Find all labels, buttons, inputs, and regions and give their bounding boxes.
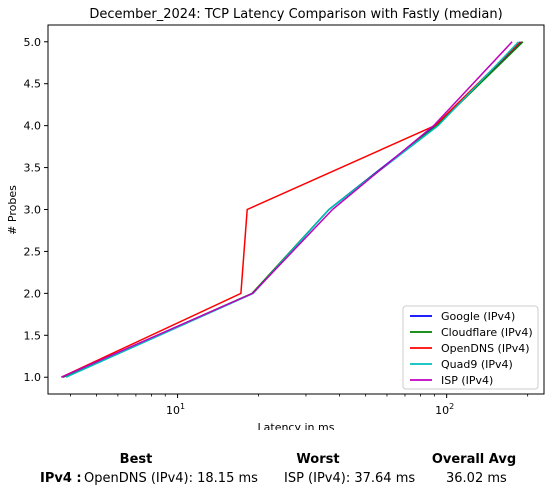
overall-avg-value: 36.02 ms xyxy=(446,471,507,486)
x-tick-label: 102 xyxy=(435,402,454,417)
series-line-quad9-ipv4 xyxy=(65,41,520,378)
x-axis-label: Latency in ms xyxy=(258,421,335,430)
y-tick-label: 1.0 xyxy=(24,371,42,384)
y-tick-label: 2.5 xyxy=(24,245,42,258)
header-worst: Worst xyxy=(296,452,340,467)
legend-box xyxy=(402,305,539,390)
y-tick-label: 5.0 xyxy=(24,36,42,49)
best-value: OpenDNS (IPv4): 18.15 ms xyxy=(84,471,258,486)
y-tick-label: 2.0 xyxy=(24,287,42,300)
series-lines xyxy=(61,41,524,378)
worst-value: ISP (IPv4): 37.64 ms xyxy=(284,471,416,486)
legend-entry: Google (IPv4) xyxy=(441,310,515,323)
header-overall-avg: Overall Avg xyxy=(431,452,517,467)
legend-entry: Cloudflare (IPv4) xyxy=(441,326,533,339)
legend-entry: Quad9 (IPv4) xyxy=(441,358,513,371)
series-line-opendns-ipv4 xyxy=(61,41,521,378)
row-label-ipv4: IPv4 : xyxy=(40,471,82,486)
legend-entry: OpenDNS (IPv4) xyxy=(441,342,530,355)
legend: Google (IPv4) Cloudflare (IPv4) OpenDNS (I… xyxy=(402,305,539,390)
y-axis-ticks: 1.0 1.5 2.0 2.5 3.0 3.5 4.0 4.5 5.0 xyxy=(24,36,48,384)
y-tick-label: 3.5 xyxy=(24,162,42,175)
y-tick-label: 4.0 xyxy=(24,120,42,133)
latency-chart: December_2024: TCP Latency Comparison wi… xyxy=(6,7,545,430)
y-axis-label: # Probes xyxy=(6,185,19,235)
header-best: Best xyxy=(119,452,153,467)
x-tick-label: 101 xyxy=(166,402,185,417)
series-line-isp-ipv4 xyxy=(61,41,513,378)
chart-title: December_2024: TCP Latency Comparison wi… xyxy=(89,7,502,22)
legend-entry: ISP (IPv4) xyxy=(441,374,493,387)
y-tick-label: 3.0 xyxy=(24,204,42,217)
y-tick-label: 4.5 xyxy=(24,78,42,91)
x-axis-ticks: 101 102 xyxy=(70,394,529,417)
y-tick-label: 1.5 xyxy=(24,329,42,342)
